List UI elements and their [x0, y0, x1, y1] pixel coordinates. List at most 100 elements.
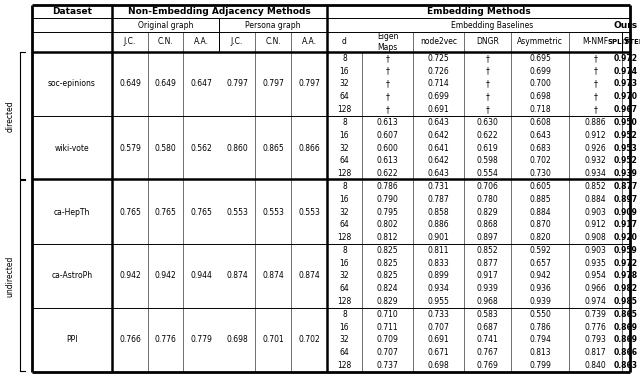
- Text: 0.950: 0.950: [614, 118, 638, 127]
- Text: 0.643: 0.643: [428, 118, 449, 127]
- Text: 0.583: 0.583: [477, 310, 499, 319]
- Text: 0.825: 0.825: [377, 259, 398, 268]
- Text: 0.908: 0.908: [584, 233, 606, 242]
- Text: 0.698: 0.698: [428, 361, 449, 370]
- Text: †: †: [593, 105, 597, 114]
- Text: node2vec: node2vec: [420, 38, 457, 47]
- Text: 0.866: 0.866: [614, 348, 638, 357]
- Text: directed: directed: [6, 100, 15, 132]
- Text: 0.866: 0.866: [298, 144, 320, 152]
- Text: 0.643: 0.643: [428, 169, 449, 178]
- Text: 0.886: 0.886: [428, 220, 449, 229]
- Text: 0.643: 0.643: [529, 131, 551, 140]
- Text: 0.553: 0.553: [262, 208, 284, 217]
- Text: 0.766: 0.766: [119, 336, 141, 345]
- Text: 128: 128: [337, 361, 351, 370]
- Text: Persona graph: Persona graph: [245, 21, 301, 29]
- Text: 0.877: 0.877: [477, 259, 499, 268]
- Text: A.A.: A.A.: [301, 38, 317, 47]
- Text: 0.769: 0.769: [477, 361, 499, 370]
- Text: 0.901: 0.901: [428, 233, 449, 242]
- Text: 0.978: 0.978: [614, 272, 638, 281]
- Text: 0.671: 0.671: [428, 348, 449, 357]
- Text: 0.973: 0.973: [614, 80, 638, 88]
- Text: 0.600: 0.600: [376, 144, 399, 152]
- Text: 0.605: 0.605: [529, 182, 551, 191]
- Text: 0.779: 0.779: [190, 336, 212, 345]
- Text: 0.786: 0.786: [376, 182, 398, 191]
- Text: 0.710: 0.710: [376, 310, 398, 319]
- Text: 0.824: 0.824: [377, 284, 398, 293]
- Text: 0.884: 0.884: [585, 195, 606, 204]
- Text: †: †: [593, 80, 597, 88]
- Text: 0.799: 0.799: [529, 361, 551, 370]
- Text: 0.647: 0.647: [190, 80, 212, 88]
- Text: SPLITTER: SPLITTER: [607, 39, 640, 45]
- Text: J.C.: J.C.: [124, 38, 136, 47]
- Text: wiki-vote: wiki-vote: [54, 144, 90, 152]
- Text: †: †: [486, 105, 490, 114]
- Text: 0.765: 0.765: [155, 208, 177, 217]
- Text: Embedding Baselines: Embedding Baselines: [451, 21, 533, 29]
- Text: 0.970: 0.970: [614, 92, 638, 101]
- Text: 0.608: 0.608: [529, 118, 551, 127]
- Text: 0.829: 0.829: [477, 208, 499, 217]
- Text: 0.691: 0.691: [428, 336, 449, 345]
- Text: 0.554: 0.554: [477, 169, 499, 178]
- Text: 0.707: 0.707: [376, 348, 399, 357]
- Text: 0.731: 0.731: [428, 182, 449, 191]
- Text: 0.972: 0.972: [614, 259, 638, 268]
- Text: †: †: [486, 92, 490, 101]
- Text: 0.920: 0.920: [614, 233, 638, 242]
- Text: †: †: [486, 80, 490, 88]
- Text: 0.811: 0.811: [428, 246, 449, 255]
- Text: 0.863: 0.863: [614, 361, 638, 370]
- Text: 128: 128: [337, 233, 351, 242]
- Text: 0.865: 0.865: [262, 144, 284, 152]
- Text: 0.550: 0.550: [529, 310, 551, 319]
- Text: †: †: [385, 80, 389, 88]
- Text: †: †: [385, 54, 389, 63]
- Text: 0.909: 0.909: [614, 208, 638, 217]
- Text: 0.730: 0.730: [529, 169, 551, 178]
- Text: 0.942: 0.942: [119, 272, 141, 281]
- Text: 0.642: 0.642: [428, 131, 449, 140]
- Text: 0.741: 0.741: [477, 336, 499, 345]
- Text: 0.936: 0.936: [529, 284, 551, 293]
- Text: 0.870: 0.870: [529, 220, 551, 229]
- Text: 0.884: 0.884: [529, 208, 551, 217]
- Text: PPI: PPI: [67, 336, 77, 345]
- Text: 0.793: 0.793: [584, 336, 607, 345]
- Text: 8: 8: [342, 310, 347, 319]
- Text: 0.939: 0.939: [529, 297, 551, 306]
- Text: 0.917: 0.917: [614, 220, 638, 229]
- Text: 0.619: 0.619: [477, 144, 499, 152]
- Text: 0.952: 0.952: [614, 156, 638, 165]
- Text: undirected: undirected: [6, 255, 15, 297]
- Text: S: S: [623, 38, 628, 47]
- Text: 0.985: 0.985: [614, 297, 638, 306]
- Text: ca-AstroPh: ca-AstroPh: [51, 272, 93, 281]
- Text: 32: 32: [340, 144, 349, 152]
- Text: 0.613: 0.613: [376, 118, 398, 127]
- Text: 0.897: 0.897: [477, 233, 499, 242]
- Text: 0.695: 0.695: [529, 54, 551, 63]
- Text: 0.562: 0.562: [190, 144, 212, 152]
- Text: 0.966: 0.966: [584, 284, 607, 293]
- Text: 0.934: 0.934: [428, 284, 449, 293]
- Text: A.A.: A.A.: [193, 38, 209, 47]
- Text: 0.649: 0.649: [155, 80, 177, 88]
- Text: 0.968: 0.968: [477, 297, 499, 306]
- Text: 0.642: 0.642: [428, 156, 449, 165]
- Text: 0.553: 0.553: [298, 208, 320, 217]
- Text: 0.641: 0.641: [428, 144, 449, 152]
- Text: 32: 32: [340, 336, 349, 345]
- Text: 16: 16: [340, 259, 349, 268]
- Text: J.C.: J.C.: [231, 38, 243, 47]
- Text: 0.787: 0.787: [428, 195, 449, 204]
- Text: 0.776: 0.776: [155, 336, 177, 345]
- Text: 0.622: 0.622: [477, 131, 499, 140]
- Text: 0.885: 0.885: [529, 195, 551, 204]
- Text: 0.868: 0.868: [477, 220, 499, 229]
- Text: †: †: [385, 67, 389, 76]
